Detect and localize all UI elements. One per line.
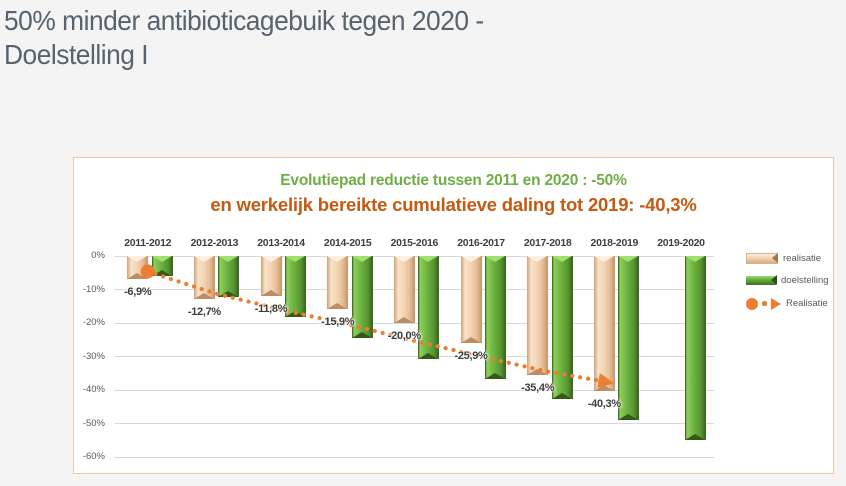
data-label: -25,9% [454, 349, 488, 362]
data-label: -12,7% [187, 305, 221, 318]
category-label: 2014-2015 [323, 237, 372, 249]
legend-tri-icon [771, 297, 781, 310]
bar-realisatie [193, 256, 215, 299]
legend-label: realisatie [783, 253, 822, 264]
category-label: 2019-2020 [657, 237, 705, 249]
legend-dot-icon [746, 297, 758, 310]
legend-sq-icon [762, 301, 767, 306]
data-label: -15,9% [321, 316, 355, 329]
legend-label: doelstelling [781, 275, 829, 286]
bar-doelstelling [684, 256, 706, 441]
bar-doelstelling [485, 256, 506, 379]
page-title: 50% minder antibioticagebuik tegen 2020 … [4, 5, 484, 70]
y-axis-tick-label: -10% [82, 283, 105, 295]
bar-realisatie [460, 256, 482, 343]
legend-doelstelling-bar-icon [746, 275, 777, 285]
chart-title-line1: Evolutiepad reductie tussen 2011 en 2020… [280, 172, 627, 189]
data-label: -6,9% [124, 286, 152, 299]
y-axis-tick-label: 0% [91, 250, 105, 261]
bar-realisatie [260, 256, 282, 296]
data-label: -20,0% [387, 330, 421, 342]
bar-doelstelling [351, 256, 373, 338]
gridline [114, 423, 714, 424]
y-axis-tick-label: -60% [82, 451, 105, 462]
legend-label: Realisatie [786, 298, 828, 309]
data-label: -11,8% [254, 302, 288, 315]
chart-title-line2: en werkelijk bereikte cumulatieve daling… [210, 194, 697, 215]
chart-panel: Evolutiepad reductie tussen 2011 en 2020… [73, 157, 834, 474]
data-label: -35,4% [521, 381, 555, 394]
legend-item-realisatie: realisatie [746, 251, 821, 266]
bar-realisatie [527, 256, 549, 375]
category-label: 2018-2019 [590, 237, 639, 249]
bar-doelstelling [618, 256, 640, 420]
legend-realisatie-bar-icon [746, 253, 778, 264]
bar-doelstelling [285, 256, 307, 318]
category-label: 2015-2016 [390, 237, 439, 249]
bar-realisatie [327, 256, 349, 310]
category-label: 2016-2017 [457, 237, 505, 249]
bar-realisatie [393, 256, 415, 323]
bar-doelstelling [551, 256, 573, 400]
bar-doelstelling [218, 256, 240, 297]
bar-doelstelling [151, 256, 173, 277]
bar-doelstelling [418, 256, 440, 359]
y-axis-tick-label: -50% [82, 417, 105, 429]
category-label: 2012-2013 [190, 237, 239, 249]
category-label: 2017-2018 [523, 237, 572, 249]
gridline [114, 456, 714, 458]
legend-item-realisatie: Realisatie [746, 296, 828, 311]
category-label: 2011-2012 [124, 237, 172, 249]
data-label: -40,3% [587, 398, 621, 410]
y-axis-tick-label: -40% [82, 384, 105, 395]
legend-item-doelstelling: doelstelling [746, 273, 829, 288]
category-label: 2013-2014 [257, 237, 305, 249]
legend-dotted-arrow-icon [746, 297, 781, 310]
bar-realisatie [127, 256, 149, 280]
gridline [114, 389, 714, 391]
y-axis-tick-label: -30% [82, 350, 105, 362]
y-axis-tick-label: -20% [82, 317, 105, 328]
bar-realisatie [593, 256, 615, 391]
